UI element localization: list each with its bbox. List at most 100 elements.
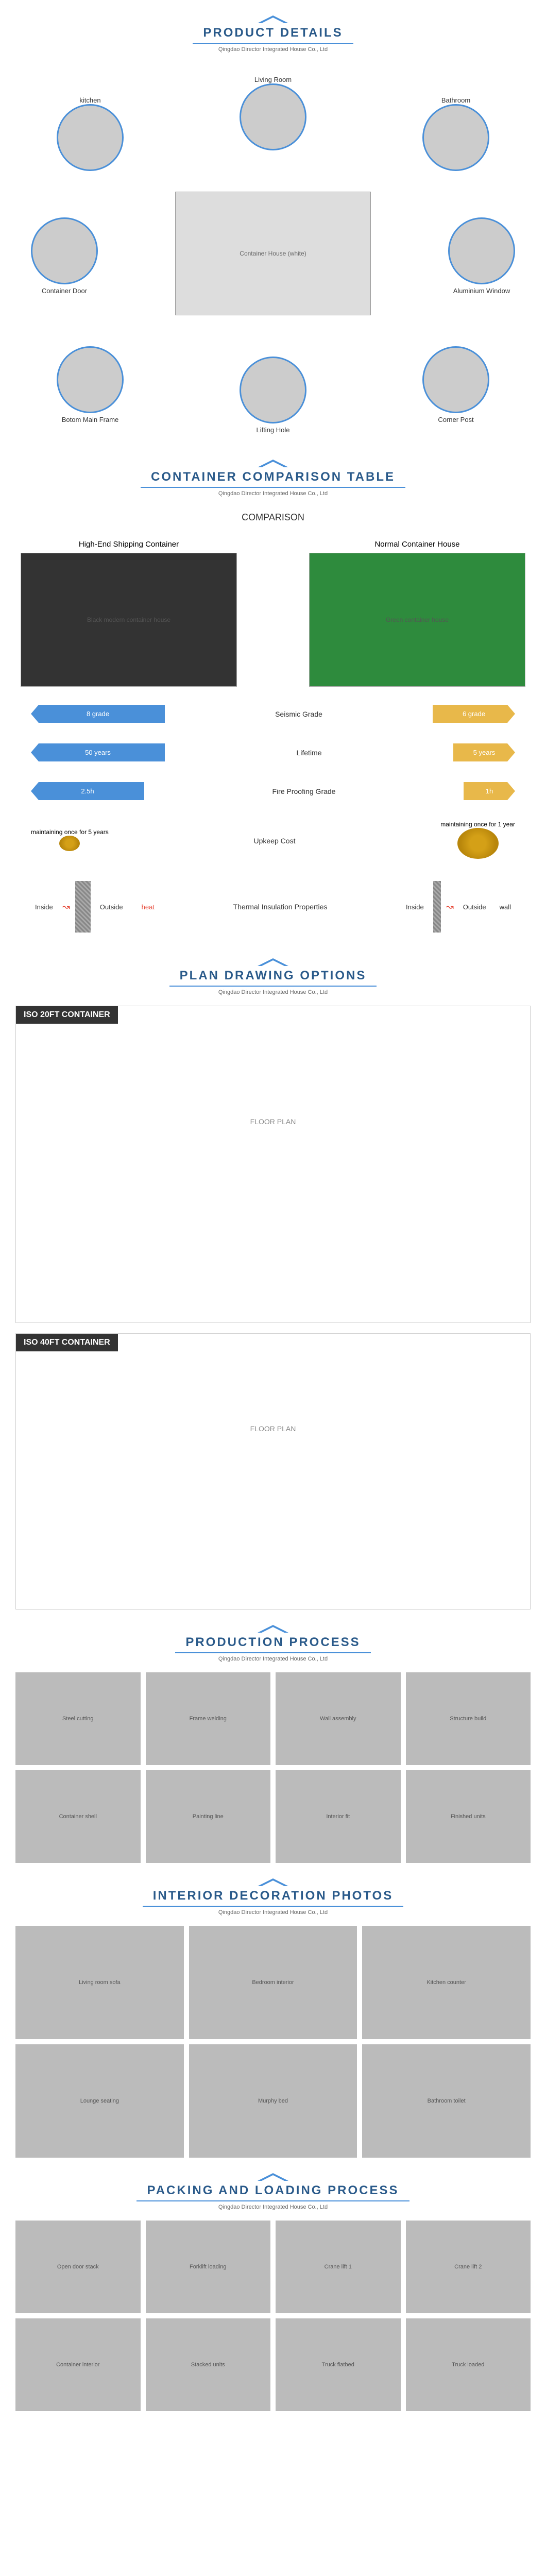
plan-20ft-title: ISO 20FT CONTAINER — [16, 1006, 118, 1024]
upkeep-label: Upkeep Cost — [223, 837, 326, 845]
chevron-icon — [258, 1625, 288, 1633]
circle-aluminium-window — [448, 217, 515, 284]
photo-cell: Wall assembly — [276, 1672, 401, 1765]
photo-cell: Crane lift 2 — [406, 2221, 531, 2313]
photo-cell: Living room sofa — [15, 1926, 184, 2039]
circle-living-room — [240, 83, 306, 150]
chevron-icon — [258, 1878, 288, 1886]
photo-cell: Bedroom interior — [189, 1926, 357, 2039]
metric-row: 2.5h Fire Proofing Grade 1h — [0, 772, 546, 810]
title-plans: PLAN DRAWING OPTIONS — [169, 969, 377, 987]
photo-cell: Finished units — [406, 1770, 531, 1863]
photo-cell: Bathroom toilet — [362, 2044, 531, 2158]
label-corner-post: Corner Post — [422, 416, 489, 423]
photo-cell: Open door stack — [15, 2221, 141, 2313]
node-lifting-hole: Lifting Hole — [240, 357, 306, 434]
circle-kitchen — [57, 104, 124, 171]
node-aluminium-window: Aluminium Window — [448, 217, 515, 295]
title-production: PRODUCTION PROCESS — [175, 1635, 370, 1653]
title-comparison: CONTAINER COMPARISON TABLE — [141, 470, 405, 488]
circle-corner-post — [422, 346, 489, 413]
label-living-room: Living Room — [240, 76, 306, 83]
upkeep-left: maintaining once for 5 years — [31, 828, 109, 853]
metric-label: Fire Proofing Grade — [252, 787, 355, 795]
thermal-outside-l: Outside — [96, 901, 127, 913]
label-lifting-hole: Lifting Hole — [240, 426, 306, 434]
thermal-wall-r — [433, 881, 441, 933]
photo-cell: Container shell — [15, 1770, 141, 1863]
plan-20ft-caption: FLOOR PLAN — [250, 1117, 296, 1126]
thermal-outside-r: Outside — [459, 901, 490, 913]
metric-right-bar: 1h — [464, 782, 515, 800]
company-sub: Qingdao Director Integrated House Co., L… — [0, 2204, 546, 2210]
comp-left-img: Black modern container house — [21, 553, 237, 687]
label-bathroom: Bathroom — [422, 96, 489, 104]
metrics-container: 8 grade Seismic Grade 6 grade 50 years L… — [0, 694, 546, 810]
photo-cell: Lounge seating — [15, 2044, 184, 2158]
comp-left-title: High-End Shipping Container — [21, 536, 237, 553]
heat-arrow-icon: ↝ — [62, 902, 70, 912]
photo-cell: Interior fit — [276, 1770, 401, 1863]
node-living-room: Living Room — [240, 73, 306, 150]
photo-cell: Stacked units — [146, 2318, 271, 2411]
photo-cell: Structure build — [406, 1672, 531, 1765]
section-header-comparison: CONTAINER COMPARISON TABLE Qingdao Direc… — [0, 460, 546, 497]
metric-label: Lifetime — [258, 749, 361, 757]
metric-left-bar: 2.5h — [31, 782, 144, 800]
comp-left: High-End Shipping Container Black modern… — [21, 536, 237, 687]
metric-right-bar: 6 grade — [433, 705, 515, 723]
company-sub: Qingdao Director Integrated House Co., L… — [0, 989, 546, 995]
photo-cell: Steel cutting — [15, 1672, 141, 1765]
production-grid: Steel cuttingFrame weldingWall assemblyS… — [0, 1672, 546, 1863]
metric-left-bar: 8 grade — [31, 705, 165, 723]
label-aluminium-window: Aluminium Window — [448, 287, 515, 295]
metric-label: Seismic Grade — [247, 710, 350, 718]
company-sub: Qingdao Director Integrated House Co., L… — [0, 1909, 546, 1916]
label-kitchen: kitchen — [57, 96, 124, 104]
photo-cell: Truck flatbed — [276, 2318, 401, 2411]
metric-row: 50 years Lifetime 5 years — [0, 733, 546, 772]
chevron-icon — [258, 958, 288, 966]
comp-right: Normal Container House Green container h… — [309, 536, 525, 687]
upkeep-right-text: maintaining once for 1 year — [440, 821, 515, 828]
title-details: PRODUCT DETAILS — [193, 26, 353, 44]
thermal-heat-l: heat — [138, 901, 159, 913]
thermal-wall-label: wall — [496, 901, 515, 913]
section-header-plans: PLAN DRAWING OPTIONS Qingdao Director In… — [0, 958, 546, 995]
company-sub: Qingdao Director Integrated House Co., L… — [0, 46, 546, 53]
photo-cell: Truck loaded — [406, 2318, 531, 2411]
company-sub: Qingdao Director Integrated House Co., L… — [0, 1656, 546, 1662]
plan-20ft: ISO 20FT CONTAINER FLOOR PLAN — [15, 1006, 531, 1323]
circle-bathroom — [422, 104, 489, 171]
title-interior: INTERIOR DECORATION PHOTOS — [143, 1889, 403, 1907]
chevron-icon — [258, 2173, 288, 2181]
comp-right-title: Normal Container House — [309, 536, 525, 553]
node-kitchen: kitchen — [57, 94, 124, 171]
plan-40ft-elevations — [16, 1506, 530, 1609]
photo-cell: Painting line — [146, 1770, 271, 1863]
coins-large-icon — [457, 828, 499, 859]
node-container-door: Container Door — [31, 217, 98, 295]
plan-20ft-floorplan: FLOOR PLAN — [16, 1024, 530, 1219]
metric-row: 8 grade Seismic Grade 6 grade — [0, 694, 546, 733]
packing-grid: Open door stackForklift loadingCrane lif… — [0, 2221, 546, 2411]
photo-cell: Crane lift 1 — [276, 2221, 401, 2313]
detail-diagram-section: Living Room kitchen Bathroom Container D… — [0, 63, 546, 444]
interior-grid: Living room sofaBedroom interiorKitchen … — [0, 1926, 546, 2158]
thermal-right: Inside ↝ Outside wall — [402, 881, 515, 933]
thermal-inside-r: Inside — [402, 901, 428, 913]
comparison-subtitle: COMPARISON — [0, 507, 546, 528]
section-header-interior: INTERIOR DECORATION PHOTOS Qingdao Direc… — [0, 1878, 546, 1916]
photo-cell: Container interior — [15, 2318, 141, 2411]
chevron-icon — [258, 15, 288, 23]
thermal-row: Inside ↝ Outside heat Thermal Insulation… — [0, 871, 546, 943]
upkeep-right: maintaining once for 1 year — [440, 821, 515, 860]
circle-bottom-frame — [57, 346, 124, 413]
title-packing: PACKING AND LOADING PROCESS — [136, 2183, 409, 2201]
thermal-left: Inside ↝ Outside heat — [31, 881, 159, 933]
company-sub: Qingdao Director Integrated House Co., L… — [0, 490, 546, 497]
section-header-packing: PACKING AND LOADING PROCESS Qingdao Dire… — [0, 2173, 546, 2210]
thermal-wall-l — [75, 881, 91, 933]
node-bottom-frame: Botom Main Frame — [57, 346, 124, 423]
chevron-icon — [258, 460, 288, 467]
